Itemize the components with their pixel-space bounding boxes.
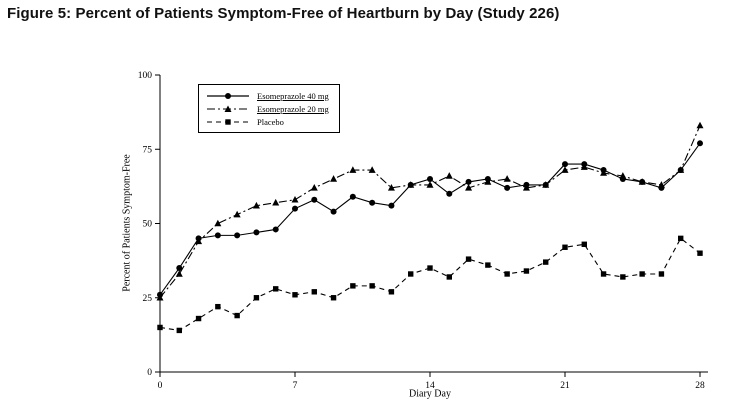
svg-text:21: 21 [560,381,570,391]
legend-item-label: Esomeprazole 40 mg [257,90,329,101]
svg-text:0: 0 [147,368,152,378]
legend-item-label: Placebo [257,116,284,127]
svg-text:25: 25 [143,294,153,304]
x-axis-label: Diary Day [409,388,451,400]
figure-title: Figure 5: Percent of Patients Symptom-Fr… [7,5,560,22]
svg-text:50: 50 [143,220,153,230]
svg-text:0: 0 [158,381,163,391]
svg-text:28: 28 [695,381,705,391]
y-axis-label: Percent of Patients Symptom-Free [121,154,133,292]
legend-item-label: Esomeprazole 20 mg [257,103,329,114]
legend-item: Placebo [206,115,329,128]
legend-item: Esomeprazole 40 mg [206,89,329,102]
svg-text:7: 7 [293,381,298,391]
svg-text:75: 75 [143,145,153,155]
svg-text:14: 14 [425,381,435,391]
legend-item: Esomeprazole 20 mg [206,102,329,115]
legend-marker-esomeprazole-40-icon [207,92,249,99]
legend-marker-placebo-icon [207,118,249,125]
legend-marker-esomeprazole-20-icon [207,105,249,112]
svg-text:100: 100 [138,71,153,81]
legend: Esomeprazole 40 mg Esomeprazole 20 mg Pl… [198,84,340,133]
